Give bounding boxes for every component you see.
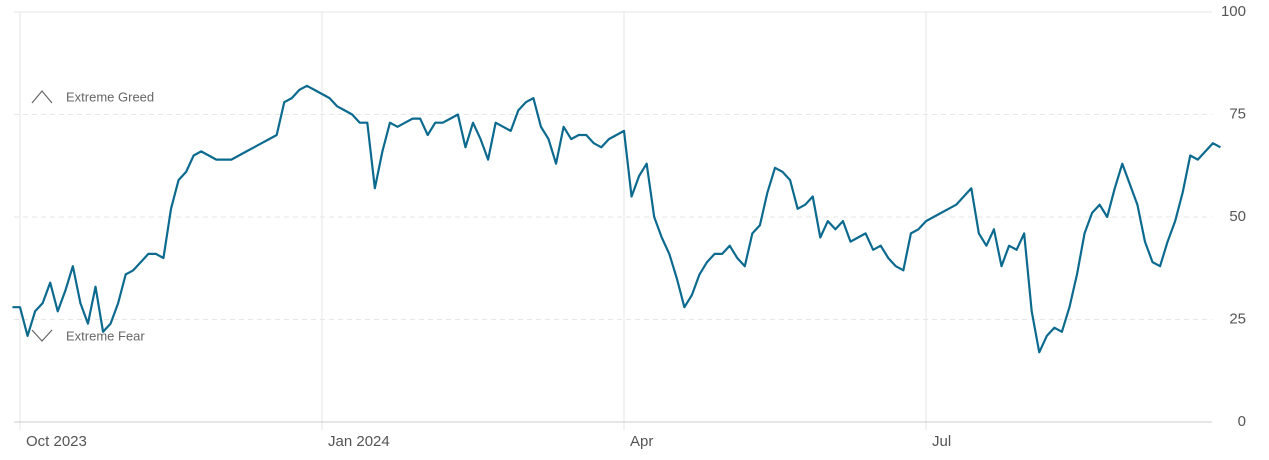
x-tick-label: Jul — [932, 433, 951, 450]
y-tick-label: 50 — [1229, 208, 1246, 225]
data-line — [12, 84, 1221, 354]
x-tick-label: Apr — [630, 433, 653, 450]
annotation: Extreme Greed — [66, 89, 154, 104]
y-tick-label: 0 — [1238, 413, 1246, 430]
x-tick-label: Oct 2023 — [26, 433, 87, 450]
y-tick-label: 25 — [1229, 310, 1246, 327]
x-tick-label: Jan 2024 — [328, 433, 390, 450]
y-tick-label: 75 — [1229, 105, 1246, 122]
greed-icon — [31, 90, 53, 104]
fear-icon — [31, 329, 53, 342]
y-tick-label: 100 — [1221, 3, 1246, 20]
annotation: Extreme Fear — [66, 328, 145, 343]
